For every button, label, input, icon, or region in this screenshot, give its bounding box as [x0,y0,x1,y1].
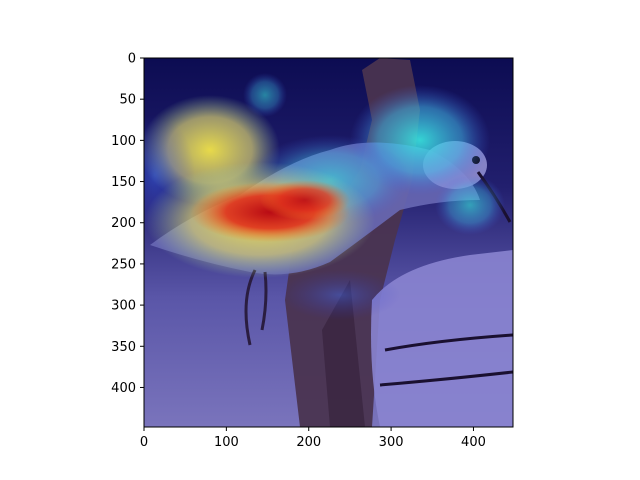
y-tick-label: 250 [111,257,136,272]
y-tick-label: 300 [111,299,136,314]
y-tick-label: 100 [111,134,136,149]
x-tick-label: 0 [140,435,148,450]
x-tick-label: 200 [296,435,321,450]
x-tick-label: 400 [461,435,486,450]
y-tick-label: 200 [111,216,136,231]
y-tick-label: 150 [111,175,136,190]
x-tick-label: 100 [214,435,239,450]
x-tick-label: 300 [379,435,404,450]
axes-frame [143,57,514,428]
heatmap-image [144,58,513,427]
y-axis: 0 50 100 150 200 250 300 350 400 [111,52,144,396]
y-tick-label: 400 [111,381,136,396]
x-axis: 0 100 200 300 400 [140,427,486,450]
y-tick-label: 50 [119,93,136,108]
y-tick-label: 0 [128,52,136,67]
y-tick-label: 350 [111,340,136,355]
